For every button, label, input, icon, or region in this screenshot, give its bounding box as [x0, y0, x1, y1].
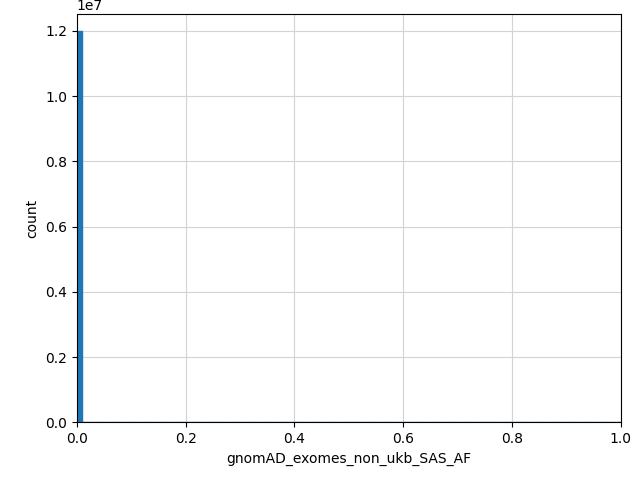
- Bar: [77, 31, 82, 422]
- Y-axis label: count: count: [26, 199, 40, 238]
- X-axis label: gnomAD_exomes_non_ukb_SAS_AF: gnomAD_exomes_non_ukb_SAS_AF: [226, 452, 472, 466]
